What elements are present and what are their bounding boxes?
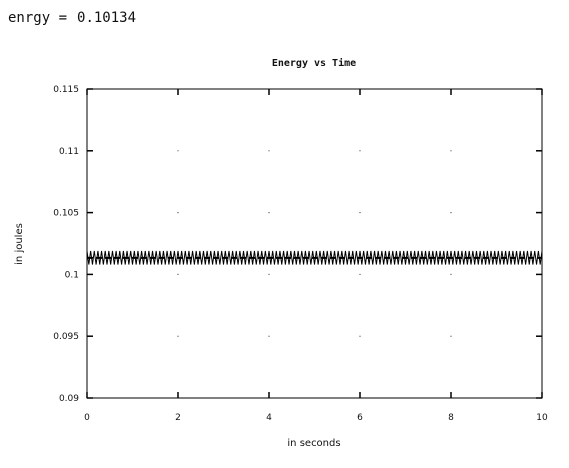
grid-dot xyxy=(268,212,270,214)
grid-dot xyxy=(359,150,361,152)
grid-dot xyxy=(359,212,361,214)
x-tick-label: 0 xyxy=(84,413,90,423)
console-value: 0.10134 xyxy=(77,10,137,26)
x-tick-label: 8 xyxy=(448,413,454,423)
grid-dot xyxy=(450,335,452,337)
y-tick-label: 0.105 xyxy=(53,209,79,219)
grid-dot xyxy=(359,335,361,337)
console-output: enrgy = 0.10134 xyxy=(8,10,136,26)
plot-frame xyxy=(86,88,543,399)
x-tick-label: 2 xyxy=(175,413,181,423)
y-tick-label: 0.09 xyxy=(59,394,79,404)
x-tick-label: 4 xyxy=(266,413,272,423)
console-variable: enrgy = xyxy=(8,10,68,26)
grid-dot xyxy=(359,273,361,275)
y-tick-label: 0.115 xyxy=(53,85,79,95)
grid-dot xyxy=(450,150,452,152)
chart-title: Energy vs Time xyxy=(272,57,356,69)
y-tick-label: 0.095 xyxy=(53,332,79,342)
y-tick-label: 0.11 xyxy=(59,147,79,157)
x-tick-label: 6 xyxy=(357,413,363,423)
grid-dot xyxy=(268,150,270,152)
y-axis-label: in joules xyxy=(14,223,25,265)
y-tick-label: 0.1 xyxy=(65,270,79,280)
grid-dot xyxy=(177,150,179,152)
grid-dot xyxy=(177,212,179,214)
grid xyxy=(177,150,452,337)
grid-dot xyxy=(268,273,270,275)
grid-dot xyxy=(450,212,452,214)
x-tick-label: 10 xyxy=(536,413,548,423)
axis-ticks: 0 2 4 6 8 10 0.09 0.095 0.1 0.105 0.11 0.115 xyxy=(53,85,548,423)
grid-dot xyxy=(177,273,179,275)
energy-series xyxy=(86,250,543,265)
grid-dot xyxy=(450,273,452,275)
grid-dot xyxy=(268,335,270,337)
x-axis-label: in seconds xyxy=(287,438,340,449)
energy-oscillation-line xyxy=(86,250,543,265)
grid-dot xyxy=(177,335,179,337)
